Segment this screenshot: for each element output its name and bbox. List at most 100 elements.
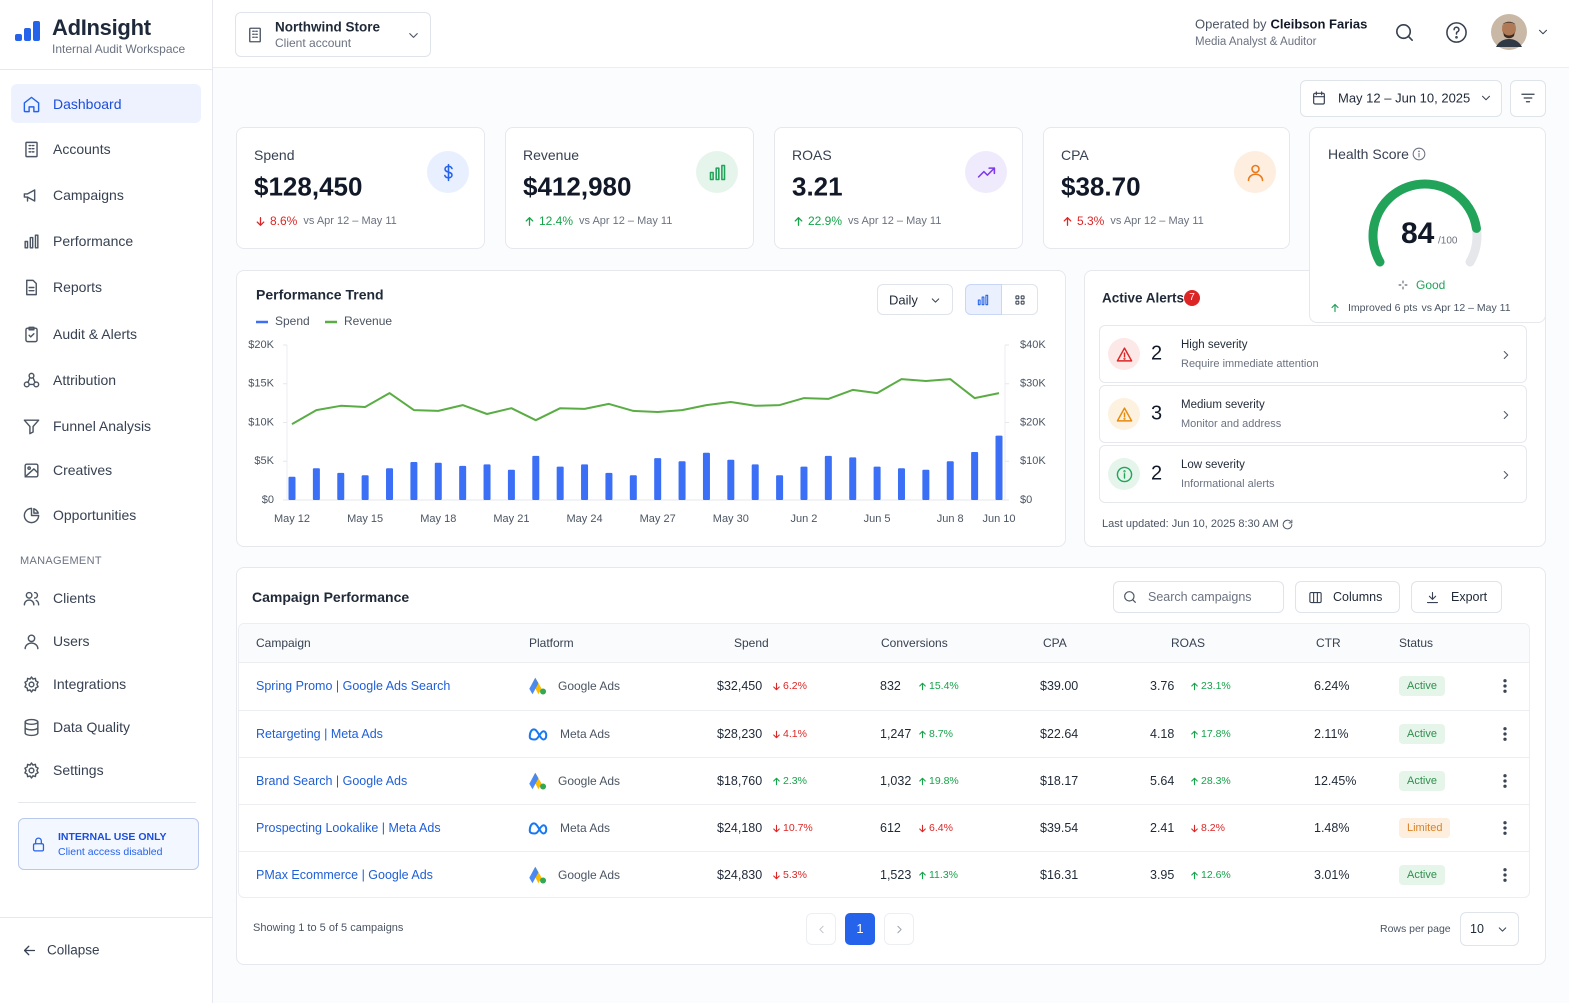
alert-item[interactable] — [1099, 445, 1527, 503]
nav-item[interactable]: Campaigns — [53, 187, 124, 203]
icon-shape — [23, 188, 35, 202]
icon-shape — [1503, 831, 1507, 835]
page-current[interactable]: 1 — [845, 913, 875, 945]
bar — [556, 466, 564, 500]
status-pill: Limited — [1399, 818, 1451, 838]
rows-select[interactable] — [1460, 912, 1519, 946]
kpi-change: 5.3% — [1077, 214, 1105, 228]
search-button[interactable] — [1393, 21, 1416, 44]
nav-item[interactable]: Dashboard — [53, 96, 122, 112]
nav-item[interactable]: Funnel Analysis — [53, 418, 152, 434]
chevron — [408, 32, 418, 38]
icon-shape — [1407, 35, 1413, 41]
bar — [629, 475, 637, 500]
icon-shape — [1503, 727, 1507, 731]
nav-icon — [23, 96, 39, 112]
icon-shape — [29, 236, 33, 249]
search-input[interactable] — [1113, 581, 1284, 613]
trend-arrow — [918, 777, 926, 785]
nav-item[interactable]: Clients — [53, 590, 96, 606]
interval-select[interactable] — [877, 284, 953, 315]
icon-shape — [987, 166, 995, 174]
avatar[interactable] — [1491, 14, 1527, 50]
prev-page[interactable] — [806, 913, 836, 945]
chevron — [818, 925, 824, 933]
line — [291, 378, 1000, 425]
nav-item[interactable]: Performance — [53, 233, 134, 249]
icon-shape — [1015, 295, 1020, 300]
campaign-link[interactable]: Spring Promo | Google Ads Search — [256, 679, 451, 693]
export-button[interactable] — [1411, 581, 1502, 613]
campaign-link[interactable]: Brand Search | Google Ads — [256, 774, 408, 788]
campaign-link[interactable]: Retargeting | Meta Ads — [256, 727, 383, 741]
change-value: 12.6% — [1201, 869, 1231, 881]
nav-item[interactable]: Reports — [53, 279, 103, 295]
alert-count: 2 — [1151, 462, 1163, 485]
row-menu[interactable] — [1496, 819, 1514, 837]
nav-item[interactable]: Users — [53, 633, 90, 649]
table-summary: Showing 1 to 5 of 5 campaigns — [253, 922, 404, 934]
interval-value: Daily — [889, 292, 918, 308]
chevron — [1498, 926, 1506, 932]
trend-arrow — [772, 682, 780, 690]
icon-shape — [772, 730, 780, 738]
brand-name: AdInsight — [52, 15, 151, 40]
trend-chart: Performance Trend $0 $5K $10K $15K $20K $0 $10K… — [248, 287, 1046, 525]
icon-shape — [1412, 147, 1426, 161]
alert-item[interactable] — [1099, 385, 1527, 443]
health-compare: vs Apr 12 – May 11 — [1421, 302, 1511, 314]
trend-arrow — [1190, 824, 1198, 832]
alert-desc: Informational alerts — [1181, 478, 1275, 490]
cpa-value: $16.31 — [1040, 868, 1079, 882]
icon-shape — [772, 682, 780, 690]
row-menu[interactable] — [1496, 866, 1514, 884]
alert-label: High severity — [1181, 339, 1248, 351]
help-button[interactable] — [1445, 21, 1468, 44]
nav-icon — [23, 462, 39, 478]
icon-shape — [1308, 591, 1322, 603]
icon-shape — [1313, 91, 1325, 98]
nav-item[interactable]: Integrations — [53, 676, 127, 692]
row-menu[interactable] — [1496, 725, 1514, 743]
campaign-link[interactable]: PMax Ecommerce | Google Ads — [256, 868, 433, 882]
kpi-change: 12.4% — [539, 214, 574, 228]
health-card — [1309, 127, 1546, 323]
next-page[interactable] — [884, 913, 914, 945]
account-name: Northwind Store — [275, 19, 380, 35]
nav-item[interactable]: Data Quality — [53, 719, 131, 735]
icon-shape — [1503, 737, 1507, 741]
chevron — [1538, 29, 1548, 35]
trend-arrow — [918, 730, 926, 738]
icon-shape — [528, 822, 548, 835]
alert-item[interactable] — [1099, 325, 1527, 383]
icon-shape — [27, 680, 35, 688]
bar — [727, 459, 735, 500]
conversions-value: 832 — [880, 679, 901, 693]
row-menu[interactable] — [1496, 772, 1514, 790]
account-selector[interactable] — [235, 12, 431, 57]
date-range-picker[interactable] — [1300, 80, 1502, 117]
cpa-value: $22.64 — [1040, 727, 1079, 741]
bar — [581, 464, 589, 500]
status-icon — [1398, 280, 1408, 290]
collapse-button[interactable]: Collapse — [47, 942, 100, 958]
nav-icon — [23, 591, 39, 606]
icon-shape — [896, 925, 902, 933]
cpa-value: $18.17 — [1040, 774, 1079, 788]
nav-item[interactable]: Settings — [53, 762, 104, 778]
ctr-value: 3.01% — [1314, 868, 1350, 882]
bar — [995, 435, 1003, 500]
view-bar-active[interactable] — [965, 284, 1002, 315]
icon-shape — [772, 777, 780, 785]
nav-item[interactable]: Accounts — [53, 141, 111, 157]
nav-item[interactable]: Creatives — [53, 462, 113, 478]
icon-shape — [1247, 172, 1263, 181]
x-tick-label: Jun 2 — [791, 513, 818, 525]
columns-button[interactable] — [1295, 581, 1400, 613]
campaign-link[interactable]: Prospecting Lookalike | Meta Ads — [256, 821, 441, 835]
section-label: MANAGEMENT — [20, 555, 102, 567]
nav-item[interactable]: Opportunities — [53, 507, 137, 523]
nav-item[interactable]: Audit & Alerts — [53, 326, 138, 342]
nav-item[interactable]: Attribution — [53, 372, 117, 388]
row-menu[interactable] — [1496, 677, 1514, 695]
